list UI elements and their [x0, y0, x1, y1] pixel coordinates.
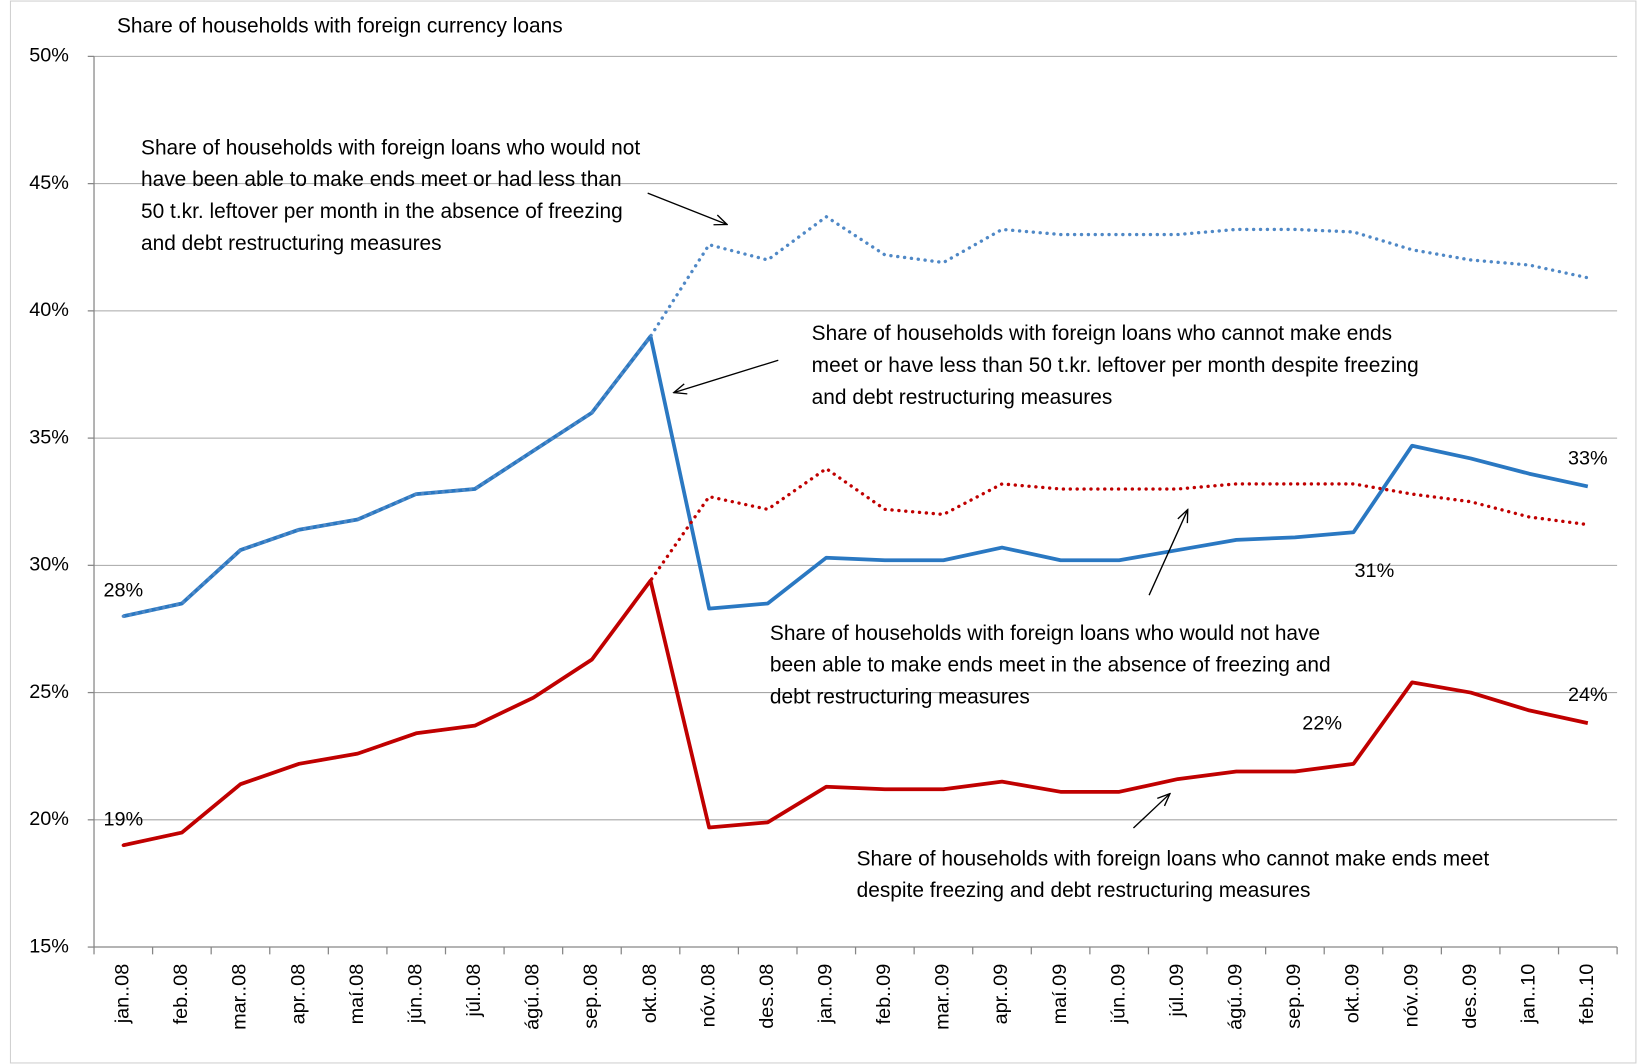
x-tick-label: mar..09: [932, 964, 954, 1030]
x-tick-label: feb..08: [170, 964, 192, 1025]
x-tick-label: nóv..09: [1400, 964, 1422, 1028]
data-label: 33%: [1568, 448, 1608, 470]
grid: [87, 55, 1618, 955]
x-tick-label: sep..09: [1283, 964, 1305, 1029]
data-label: 28%: [103, 579, 143, 601]
x-tick-label: ágú..08: [522, 964, 544, 1030]
x-tick-label: jún..08: [404, 964, 426, 1025]
x-tick-label: okt..09: [1342, 964, 1364, 1024]
x-tick-label: des..08: [756, 964, 778, 1029]
data-label: 22%: [1302, 712, 1342, 734]
y-tick-label: 45%: [29, 172, 69, 194]
x-tick-label: sep..08: [580, 964, 602, 1029]
x-tick-label: feb..09: [873, 964, 895, 1025]
labels: 15% 20% 25% 30% 35% 40% 45% 50% jan..08 feb..08 ma…: [29, 45, 1607, 1030]
dotted-line: [121, 466, 1590, 847]
x-tick-label: mar..08: [229, 964, 251, 1030]
y-axis-title: Share of households with foreign currenc…: [117, 15, 563, 38]
x-tick-label: jan..08: [112, 964, 134, 1025]
x-tick-label: júl..09: [1166, 964, 1188, 1018]
x-tick-label: nóv..08: [697, 964, 719, 1028]
data-label: 24%: [1568, 684, 1608, 706]
chart-frame: [9, 0, 1637, 1064]
x-tick-label: des..09: [1459, 964, 1481, 1029]
annotation-arrow: [674, 359, 779, 392]
x-tick-label: júl..08: [463, 964, 485, 1018]
annotation: Share of households with foreign loans w…: [770, 621, 1331, 708]
y-tick-label: 30%: [29, 554, 69, 576]
lines: [121, 215, 1590, 848]
y-tick-label: 25%: [29, 681, 69, 703]
x-tick-label: jan..10: [1517, 964, 1539, 1025]
annotation: Share of households with foreign loans w…: [857, 847, 1490, 902]
data-label: 31%: [1355, 560, 1395, 582]
x-tick-label: jún..09: [1107, 964, 1129, 1025]
annotation: Share of households with foreign loans w…: [141, 136, 640, 255]
dotted-line: [121, 215, 1590, 618]
y-tick-label: 40%: [29, 299, 69, 321]
data-label: 19%: [103, 808, 143, 830]
x-tick-label: jan..09: [815, 964, 837, 1025]
x-tick-label: maí.09: [1049, 964, 1071, 1025]
x-tick-label: maí.08: [346, 964, 368, 1025]
x-tick-label: okt..08: [639, 964, 661, 1024]
y-tick-label: 20%: [29, 808, 69, 830]
annotation-arrow: [647, 192, 727, 224]
y-tick-label: 15%: [29, 935, 69, 957]
annotation-arrow: [1132, 794, 1170, 829]
y-tick-label: 50%: [29, 45, 69, 67]
annotation: Share of households with foreign loans w…: [812, 322, 1419, 409]
y-tick-label: 35%: [29, 426, 69, 448]
line: [122, 334, 1589, 619]
x-tick-label: feb..10: [1576, 964, 1598, 1025]
x-tick-label: ágú..09: [1225, 964, 1247, 1030]
x-tick-label: apr..08: [287, 964, 309, 1025]
annotation-arrow: [1148, 510, 1188, 596]
x-tick-label: apr..09: [990, 964, 1012, 1025]
